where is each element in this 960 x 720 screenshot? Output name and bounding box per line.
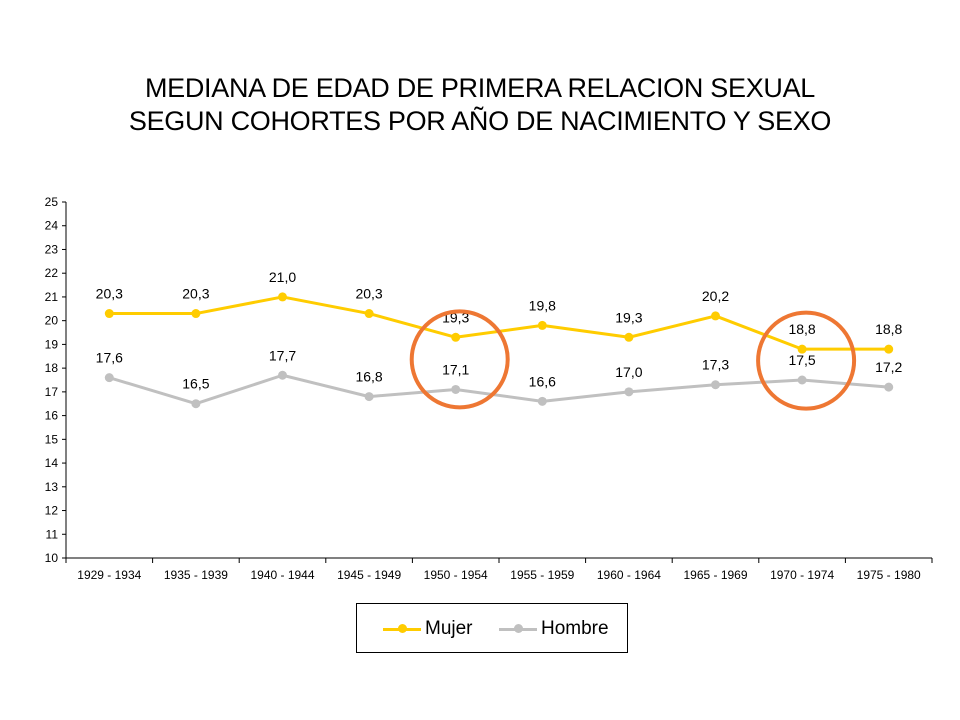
data-point-hombre (278, 370, 287, 380)
data-point-mujer (711, 311, 720, 321)
chart-title: MEDIANA DE EDAD DE PRIMERA RELACION SEXU… (0, 72, 960, 138)
y-tick-label: 18 (45, 361, 59, 375)
data-label-mujer: 19,3 (615, 309, 642, 325)
x-tick-label: 1945 - 1949 (337, 568, 401, 582)
data-point-mujer (364, 309, 374, 319)
data-point-hombre (624, 387, 634, 397)
data-label-hombre: 17,3 (702, 357, 729, 373)
chart-series (104, 292, 894, 409)
chart-annotations (409, 309, 857, 411)
data-point-mujer (797, 344, 807, 354)
data-label-hombre: 16,5 (182, 376, 209, 392)
data-label-hombre: 17,1 (442, 361, 469, 377)
data-label-hombre: 17,2 (875, 359, 902, 375)
data-point-mujer (884, 344, 894, 354)
data-label-mujer: 20,3 (96, 286, 123, 302)
data-point-hombre (711, 380, 720, 390)
data-label-hombre: 16,8 (355, 369, 382, 385)
y-tick-label: 11 (46, 527, 59, 541)
chart-data-labels: 20,3 20,321,020,319,319,819,320,218,8 18,8… (96, 269, 903, 392)
data-label-hombre: 17,7 (269, 347, 296, 363)
y-tick-label: 17 (45, 385, 59, 399)
legend-label-hombre: Hombre (541, 618, 609, 639)
x-tick-label: 1975 - 1980 (857, 568, 921, 582)
data-point-hombre (364, 392, 374, 402)
series-line-mujer (109, 295, 889, 351)
data-point-mujer (624, 332, 634, 342)
chart-legend: Mujer Hombre (356, 603, 628, 653)
data-point-hombre (191, 399, 201, 409)
data-label-hombre: 16,6 (529, 373, 556, 389)
highlight-circle (756, 310, 857, 411)
y-tick-label: 21 (45, 290, 59, 304)
data-label-mujer: 18,8 (788, 321, 815, 337)
data-label-hombre: 17,6 (96, 350, 123, 366)
data-point-mujer (104, 309, 114, 319)
series-line-hombre (108, 373, 889, 406)
data-label-mujer: 21,0 (269, 269, 296, 285)
data-point-hombre (797, 375, 807, 385)
x-tick-label: 1950 - 1954 (424, 568, 488, 582)
data-label-mujer: 20,3 (355, 286, 382, 302)
chart-axes (62, 201, 933, 563)
legend-label-mujer: Mujer (425, 618, 473, 639)
chart-title-line-2: SEGUN COHORTES POR AÑO DE NACIMIENTO Y S… (128, 106, 832, 136)
y-tick-label: 12 (45, 504, 59, 518)
y-tick-label: 19 (45, 337, 59, 351)
y-tick-label: 14 (45, 456, 59, 470)
data-point-mujer (451, 332, 461, 342)
chart-title-line-1: MEDIANA DE EDAD DE PRIMERA RELACION SEXU… (144, 73, 816, 103)
data-label-mujer: 20,3 (182, 286, 209, 302)
x-tick-label: 1935 - 1939 (164, 568, 228, 582)
data-point-mujer (537, 320, 547, 330)
x-tick-label: 1965 - 1969 (683, 568, 747, 582)
data-label-hombre: 17,0 (615, 364, 642, 380)
y-tick-label: 24 (45, 219, 59, 233)
data-point-hombre (884, 382, 894, 392)
y-tick-label: 22 (45, 266, 59, 280)
x-tick-label: 1929 - 1934 (77, 568, 141, 582)
y-tick-label: 20 (45, 314, 59, 328)
x-tick-label: 1940 - 1944 (250, 568, 314, 582)
legend-marker-mujer (398, 624, 407, 633)
highlight-circle (409, 309, 510, 410)
y-tick-label: 25 (45, 195, 59, 209)
y-tick-label: 16 (45, 409, 59, 423)
legend-marker-hombre (514, 624, 523, 633)
data-point-hombre (537, 396, 547, 406)
y-tick-label: 13 (45, 480, 59, 494)
y-tick-label: 15 (45, 432, 59, 446)
data-point-mujer (191, 309, 201, 319)
data-label-hombre: 17,5 (788, 352, 815, 368)
x-tick-label: 1955 - 1959 (510, 568, 574, 582)
x-tick-label: 1960 - 1964 (597, 568, 661, 582)
data-label-mujer: 20,2 (702, 288, 729, 304)
x-tick-label: 1970 - 1974 (770, 568, 834, 582)
y-tick-label: 23 (45, 242, 59, 256)
data-point-hombre (104, 373, 114, 383)
data-label-mujer: 19,8 (529, 297, 556, 313)
data-label-mujer: 18,8 (875, 321, 902, 337)
data-point-hombre (451, 384, 461, 394)
y-tick-label: 10 (45, 551, 59, 565)
chart-tick-labels: 10 11 12 13 14 15 16 17 18 19 20 21 22 23 24 25 1929 - 1… (45, 195, 921, 582)
data-point-mujer (278, 292, 287, 302)
